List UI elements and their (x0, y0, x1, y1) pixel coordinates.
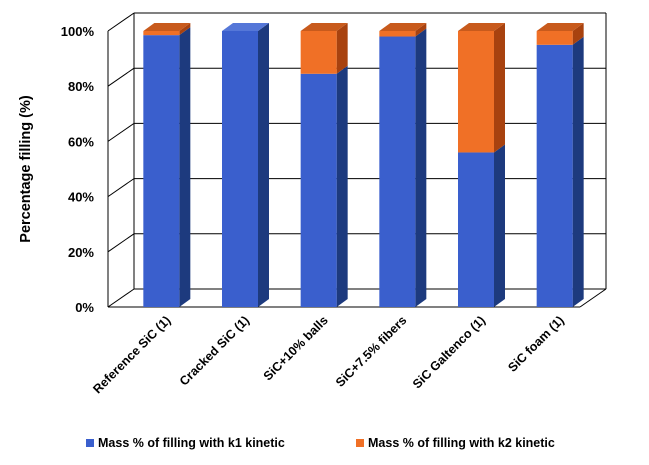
bar-2-4-side (494, 23, 505, 153)
bar-1-0 (143, 35, 180, 307)
bar-top-3 (379, 23, 427, 31)
legend-label-1: Mass % of filling with k1 kinetic (98, 436, 285, 450)
bar-top-4 (458, 23, 505, 31)
legend-swatch-2 (356, 439, 364, 447)
y-tick-label-100: 100% (61, 24, 95, 39)
floor-right-edge (579, 288, 607, 308)
bar-1-1 (222, 31, 258, 307)
bar-top-5 (536, 23, 584, 31)
bar-2-2 (300, 31, 337, 74)
y-tick-label-20: 20% (68, 245, 94, 260)
bar-2-5-side (572, 23, 584, 45)
wall-diagonal-100 (107, 12, 135, 32)
bar-2-0 (143, 31, 180, 36)
x-tick-label-3: SiC+7.5% fibers (333, 313, 410, 390)
bar-2-5 (536, 31, 573, 45)
y-tick-label-0: 0% (75, 300, 94, 315)
wall-diagonal-80 (107, 67, 135, 87)
wall-diagonal-60 (107, 122, 135, 142)
legend-swatch-1 (86, 439, 94, 447)
bar-1-5-side (572, 36, 584, 308)
y-tick-label-40: 40% (68, 190, 94, 205)
bar-2-4 (458, 31, 494, 153)
x-tick-label-1: Cracked SiC (1) (177, 313, 252, 388)
bar-1-5 (536, 44, 573, 308)
bar-1-2 (300, 73, 337, 307)
wall-diagonal-0 (107, 288, 135, 308)
bar-top-0 (143, 23, 191, 31)
wall-diagonal-40 (107, 178, 135, 198)
x-tick-label-2: SiC+10% balls (261, 313, 331, 383)
bar-1-3 (379, 36, 416, 308)
bar-1-2-side (336, 65, 348, 307)
legend-label-2: Mass % of filling with k2 kinetic (368, 436, 555, 450)
y-tick-label-80: 80% (68, 79, 94, 94)
bar-1-4 (458, 152, 494, 307)
bar-1-3-side (415, 28, 427, 308)
bar-1-4-side (494, 144, 505, 307)
x-tick-label-5: SiC foam (1) (505, 313, 566, 374)
x-tick-label-0: Reference SiC (1) (90, 313, 173, 396)
x-tick-label-4: SiC Galtenco (1) (410, 313, 488, 391)
bar-1-1-side (258, 23, 269, 307)
bar-2-3 (379, 31, 416, 37)
bar-2-2-side (336, 23, 348, 74)
bar-1-0-side (179, 27, 191, 307)
y-axis-title: Percentage filling (%) (18, 95, 34, 243)
bar-2-3-side (415, 23, 427, 37)
bar-top-1 (222, 23, 269, 31)
bar-2-0-side (179, 23, 191, 36)
wall-diagonal-20 (107, 233, 135, 253)
bar-top-2 (300, 23, 348, 31)
y-tick-label-60: 60% (68, 134, 94, 149)
